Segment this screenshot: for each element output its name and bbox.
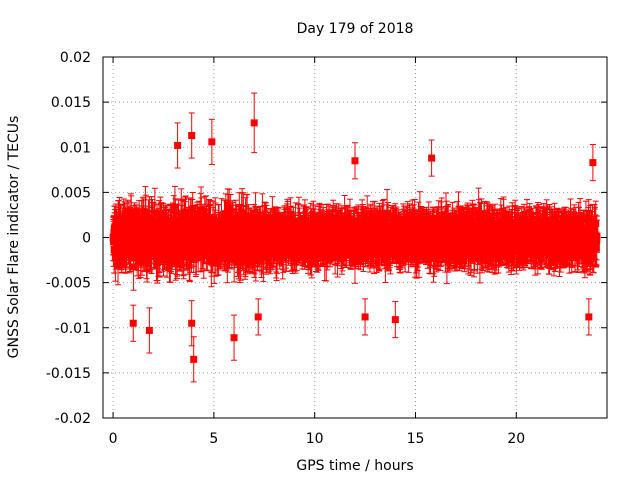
chart-title: Day 179 of 2018 [297,21,414,37]
data-point [223,254,231,262]
data-point [223,219,231,227]
data-series [109,92,601,383]
data-point [114,262,122,270]
data-point [237,255,245,263]
data-point [142,211,150,219]
data-point [173,220,181,228]
data-point [272,221,280,229]
data-point [256,223,264,231]
data-point [127,209,135,217]
data-point [127,244,135,252]
data-point [156,256,164,264]
data-point [238,209,246,217]
data-point [182,208,190,216]
